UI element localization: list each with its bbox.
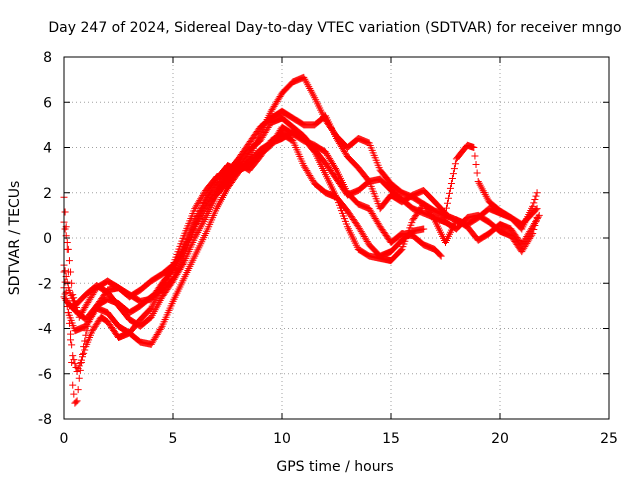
x-axis-ticks: 0 5 10 15 20 25 — [60, 57, 618, 447]
data-point — [61, 267, 69, 275]
data-point — [529, 229, 537, 237]
data-points — [60, 73, 543, 407]
data-point — [471, 152, 479, 160]
data-point — [436, 251, 444, 259]
series-6 — [60, 114, 541, 375]
data-point — [70, 356, 78, 364]
data-point — [73, 397, 81, 405]
y-axis-label: SDTVAR / TECUs — [7, 181, 23, 296]
data-point — [61, 208, 69, 216]
data-point — [531, 196, 539, 204]
chart-title: Day 247 of 2024, Sidereal Day-to-day VTE… — [48, 20, 621, 36]
data-point — [77, 356, 85, 364]
data-point — [61, 278, 69, 286]
data-point — [437, 252, 445, 260]
data-point — [442, 209, 449, 217]
data-point — [444, 194, 452, 202]
data-point — [65, 319, 73, 327]
y-tick-label: -8 — [38, 412, 52, 428]
y-tick-label: -2 — [38, 276, 52, 292]
data-point — [450, 165, 458, 173]
data-point — [69, 352, 77, 360]
data-point — [179, 261, 187, 269]
x-tick-label: 20 — [491, 431, 509, 447]
data-point — [81, 346, 89, 354]
data-point — [72, 398, 80, 406]
series-5 — [60, 123, 445, 330]
y-tick-label: 0 — [43, 231, 52, 247]
data-point — [75, 374, 83, 382]
data-point — [531, 222, 539, 230]
data-point — [529, 202, 537, 210]
data-point — [61, 225, 69, 233]
data-point — [69, 381, 77, 389]
data-point — [397, 246, 405, 254]
data-point — [420, 225, 428, 233]
data-point — [532, 192, 540, 200]
data-point — [71, 360, 79, 368]
data-point — [445, 189, 453, 197]
data-point — [532, 218, 540, 226]
data-point — [67, 268, 75, 276]
data-point — [157, 324, 165, 332]
data-point — [528, 231, 536, 239]
data-point — [447, 179, 455, 187]
data-point — [533, 189, 541, 197]
data-point — [472, 160, 480, 168]
data-point — [68, 341, 76, 349]
data-point — [530, 199, 538, 207]
x-axis-label: GPS time / hours — [276, 459, 393, 475]
x-tick-label: 10 — [273, 431, 291, 447]
x-tick-label: 5 — [169, 431, 178, 447]
data-point — [534, 213, 542, 221]
data-point — [530, 226, 538, 234]
data-point — [63, 298, 71, 306]
data-point — [79, 353, 87, 361]
y-tick-label: -6 — [38, 367, 52, 383]
x-tick-label: 25 — [600, 431, 618, 447]
data-point — [64, 245, 72, 253]
data-point — [64, 309, 72, 317]
data-point — [533, 214, 541, 222]
y-tick-label: 8 — [43, 50, 52, 66]
data-point — [61, 290, 69, 298]
data-point — [67, 330, 75, 338]
y-tick-label: -4 — [38, 322, 52, 338]
data-point — [446, 184, 454, 192]
data-point — [65, 257, 73, 265]
y-tick-label: 4 — [43, 141, 52, 157]
data-point — [80, 349, 88, 357]
data-point — [332, 164, 340, 172]
y-tick-label: 2 — [43, 186, 52, 202]
data-point — [441, 208, 449, 216]
data-point — [443, 199, 451, 207]
data-point — [74, 386, 82, 394]
y-tick-label: 6 — [43, 95, 52, 111]
data-point — [451, 160, 459, 168]
data-point — [442, 204, 450, 212]
data-point — [448, 175, 456, 183]
data-point — [63, 239, 71, 247]
data-point — [470, 144, 478, 151]
y-axis-ticks: -8 -6 -4 -2 0 2 4 6 8 — [38, 50, 609, 428]
data-point — [70, 390, 78, 398]
data-point — [449, 170, 457, 178]
data-point — [473, 169, 481, 177]
x-tick-label: 15 — [382, 431, 400, 447]
x-tick-label: 0 — [60, 431, 69, 447]
data-point — [532, 206, 540, 214]
